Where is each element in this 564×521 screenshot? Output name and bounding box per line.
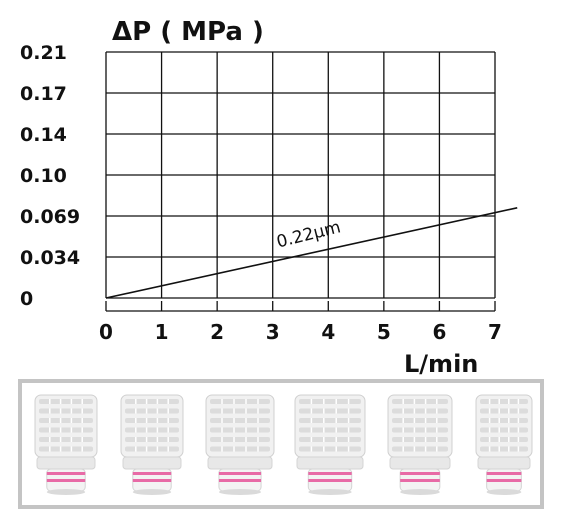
series-label: 0.22μm [275,217,343,252]
filter-cartridge-image [387,394,453,495]
o-ring [46,472,86,475]
x-tick-label: 6 [432,320,446,344]
y-tick-label: 0.17 [20,83,67,105]
filter-cartridge-image [475,394,533,495]
y-tick-label: 0.14 [20,124,67,146]
x-axis-label: L/min [404,350,478,378]
o-ring [218,479,262,482]
filter-cartridges-illustration [34,394,533,495]
x-tick-label: 1 [155,320,169,344]
o-ring [486,472,522,475]
series-line [105,207,518,299]
y-tick-label: 0 [20,288,33,310]
chart-title: ΔP ( MPa ) [112,17,264,47]
x-tick-labels: 0 1 2 3 4 5 6 7 [99,320,502,344]
o-ring [400,472,440,475]
o-ring [308,472,352,475]
filter-cartridge-image [205,394,275,495]
y-tick-labels: 0.21 0.17 0.14 0.10 0.069 0.034 0 [20,42,80,310]
y-tick-label: 0.069 [20,206,80,228]
filter-cartridge-photo-strip [18,379,544,509]
grid [105,51,496,312]
y-tick-label: 0.10 [20,165,67,187]
o-ring [486,479,522,482]
o-ring [132,479,172,482]
o-ring [46,479,86,482]
filter-cartridge-image [34,394,98,495]
o-ring [308,479,352,482]
o-ring [132,472,172,475]
series-lines: 0.22μm [105,207,518,299]
x-tick-label: 7 [488,320,502,344]
x-tick-label: 2 [210,320,224,344]
x-tick-label: 0 [99,320,113,344]
y-tick-label: 0.21 [20,42,67,64]
o-ring [400,479,440,482]
x-tick-label: 4 [321,320,335,344]
filter-cartridge-image [120,394,184,495]
x-tick-label: 5 [377,320,391,344]
x-tick-label: 3 [266,320,280,344]
filter-cartridge-image [294,394,366,495]
o-ring [218,472,262,475]
pressure-drop-chart: ΔP ( MPa ) 0.21 0.17 0.14 0.10 0.069 0.034 0 0… [20,17,518,378]
y-tick-label: 0.034 [20,247,80,269]
